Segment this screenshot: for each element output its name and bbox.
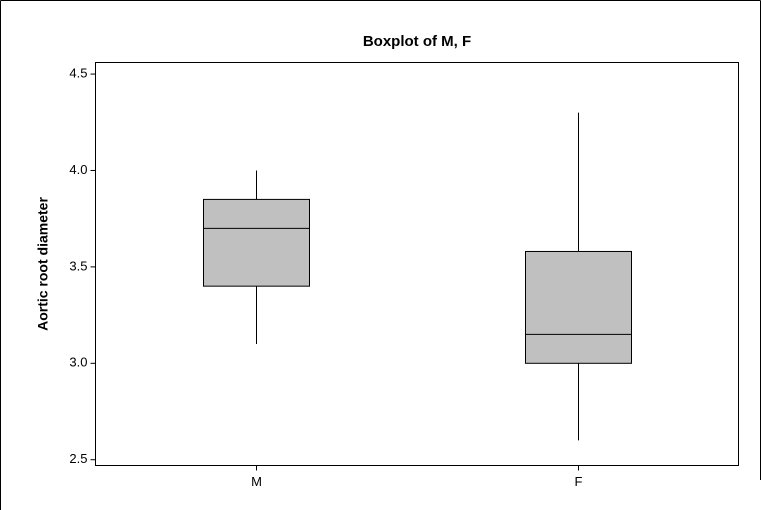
y-tick-label: 4.0 xyxy=(69,162,87,177)
box xyxy=(525,250,632,364)
y-tick-label: 3.0 xyxy=(69,355,87,370)
y-tick-label: 4.5 xyxy=(69,66,87,81)
plot-area xyxy=(95,62,739,466)
box xyxy=(203,198,310,287)
x-tick-label: F xyxy=(575,474,583,489)
x-tick-label: M xyxy=(251,474,262,489)
y-axis-label: Aortic root diameter xyxy=(35,197,51,331)
y-tick-label: 3.5 xyxy=(69,258,87,273)
y-tick-label: 2.5 xyxy=(69,451,87,466)
chart-title: Boxplot of M, F xyxy=(363,33,471,50)
